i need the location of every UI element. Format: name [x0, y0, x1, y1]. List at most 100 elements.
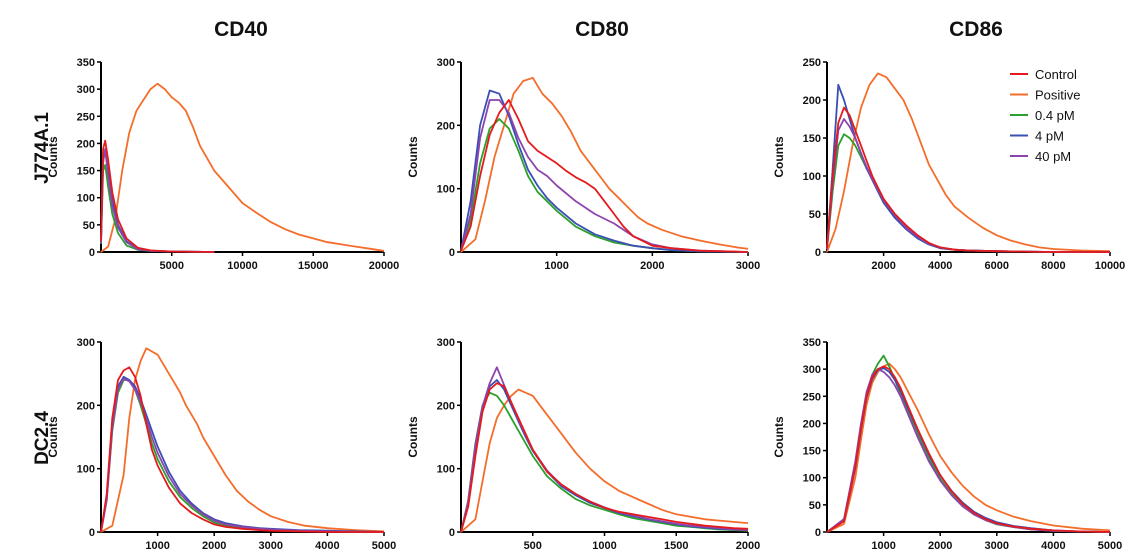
panel-j774a-1-cd80: 0 100 200 300 1000 2000 3000 Counts	[406, 57, 760, 272]
y-tick-label: 200	[803, 95, 821, 107]
y-tick-label: 100	[77, 464, 95, 476]
panel-dc2-4-cd80: 0 100 200 300 500 1000 1500 2000 Counts	[406, 337, 760, 552]
y-tick-label: 200	[437, 120, 455, 132]
x-tick-label: 10000	[1095, 260, 1126, 272]
y-tick-label: 50	[809, 500, 821, 512]
series-line-control	[826, 365, 1111, 533]
y-tick-label: 150	[803, 446, 821, 458]
x-tick-label: 8000	[1041, 260, 1065, 272]
y-tick-label: 100	[437, 464, 455, 476]
y-tick-label: 200	[437, 400, 455, 412]
x-tick-label: 2000	[202, 540, 226, 552]
y-axis-label: Counts	[772, 416, 786, 458]
y-tick-label: 300	[77, 337, 95, 349]
y-axis-label: Counts	[406, 416, 420, 458]
legend: Control Positive 0.4 pM 4 pM 40 pM	[1010, 67, 1081, 164]
y-tick-label: 350	[77, 57, 95, 69]
x-tick-label: 20000	[369, 260, 400, 272]
legend-item-0-4-pm: 0.4 pM	[1010, 108, 1075, 123]
x-tick-label: 4000	[928, 260, 952, 272]
legend-label: 40 pM	[1035, 149, 1071, 164]
panel-dc2-4-cd40: 0 100 200 300 1000 2000 3000 4000 5000 Counts	[46, 337, 396, 552]
column-title-cd86: CD86	[949, 18, 1003, 41]
series-line-control	[826, 106, 1110, 253]
series-line-control	[100, 366, 384, 533]
y-tick-label: 0	[89, 527, 95, 539]
series-line-40-pm	[100, 377, 384, 533]
y-axis-label: Counts	[772, 136, 786, 178]
column-title-cd40: CD40	[214, 18, 268, 41]
panel-dc2-4-cd86: 0 50 100 150 200 250 300 350 1000 2000 3000 4000 500…	[772, 337, 1122, 552]
series-line-0-4-pm	[460, 391, 749, 533]
y-tick-label: 250	[77, 111, 95, 123]
y-tick-label: 0	[815, 247, 821, 259]
x-tick-label: 1500	[664, 540, 688, 552]
y-tick-label: 300	[77, 84, 95, 96]
column-title-cd80: CD80	[575, 18, 629, 41]
series-line-40-pm	[826, 118, 1110, 253]
y-tick-label: 200	[77, 400, 95, 412]
row-title-j774a1: J774A.1	[32, 112, 53, 184]
series-line-positive	[826, 72, 1111, 253]
y-tick-label: 200	[803, 418, 821, 430]
y-tick-label: 0	[449, 527, 455, 539]
y-tick-label: 0	[449, 247, 455, 259]
series-line-0-4-pm	[100, 379, 384, 533]
series-line-4-pm	[460, 89, 749, 253]
panel-j774a-1-cd86: 0 50 100 150 200 250 2000 4000 6000 8000 10000 Coun…	[772, 57, 1125, 272]
x-tick-label: 2000	[640, 260, 664, 272]
y-tick-label: 50	[83, 220, 95, 232]
y-tick-label: 150	[803, 133, 821, 145]
y-tick-label: 200	[77, 138, 95, 150]
y-tick-label: 0	[815, 527, 821, 539]
x-tick-label: 3000	[736, 260, 760, 272]
legend-label: Positive	[1035, 88, 1081, 103]
series-line-positive	[460, 388, 749, 533]
series-line-control	[460, 99, 749, 253]
x-tick-label: 3000	[985, 540, 1009, 552]
legend-item-control: Control	[1010, 67, 1077, 82]
y-tick-label: 350	[803, 337, 821, 349]
y-axis-label: Counts	[46, 416, 60, 458]
legend-item-4-pm: 4 pM	[1010, 129, 1064, 144]
series-line-40-pm	[460, 99, 749, 253]
series-line-positive	[826, 362, 1111, 533]
series-line-positive	[100, 82, 385, 253]
x-tick-label: 10000	[227, 260, 258, 272]
y-tick-label: 100	[77, 193, 95, 205]
y-axis-label: Counts	[406, 136, 420, 178]
x-tick-label: 3000	[259, 540, 283, 552]
y-tick-label: 300	[437, 57, 455, 69]
series-line-control	[100, 139, 215, 253]
series-line-positive	[460, 76, 749, 253]
legend-item-positive: Positive	[1010, 88, 1081, 103]
y-tick-label: 0	[89, 247, 95, 259]
x-tick-label: 2000	[871, 260, 895, 272]
series-line-0-4-pm	[100, 164, 215, 253]
y-tick-label: 300	[437, 337, 455, 349]
x-tick-label: 15000	[298, 260, 329, 272]
legend-label: Control	[1035, 67, 1077, 82]
y-tick-label: 50	[809, 209, 821, 221]
row-title-dc24: DC2.4	[32, 411, 53, 465]
series-line-positive	[100, 347, 385, 533]
legend-label: 4 pM	[1035, 129, 1064, 144]
x-tick-label: 1000	[592, 540, 616, 552]
y-tick-label: 100	[803, 473, 821, 485]
panel-j774a-1-cd40: 0 50 100 150 200 250 300 350 5000 10000 15000 20000…	[46, 57, 399, 272]
y-tick-label: 100	[437, 184, 455, 196]
y-tick-label: 100	[803, 171, 821, 183]
y-axis-label: Counts	[46, 136, 60, 178]
x-tick-label: 1000	[544, 260, 568, 272]
y-tick-label: 250	[803, 391, 821, 403]
series-line-0-4-pm	[460, 118, 749, 253]
y-tick-label: 150	[77, 166, 95, 178]
legend-label: 0.4 pM	[1035, 108, 1075, 123]
x-tick-label: 1000	[871, 540, 895, 552]
y-tick-label: 300	[803, 364, 821, 376]
x-tick-label: 2000	[928, 540, 952, 552]
series-line-4-pm	[100, 375, 385, 533]
x-tick-label: 2000	[736, 540, 760, 552]
